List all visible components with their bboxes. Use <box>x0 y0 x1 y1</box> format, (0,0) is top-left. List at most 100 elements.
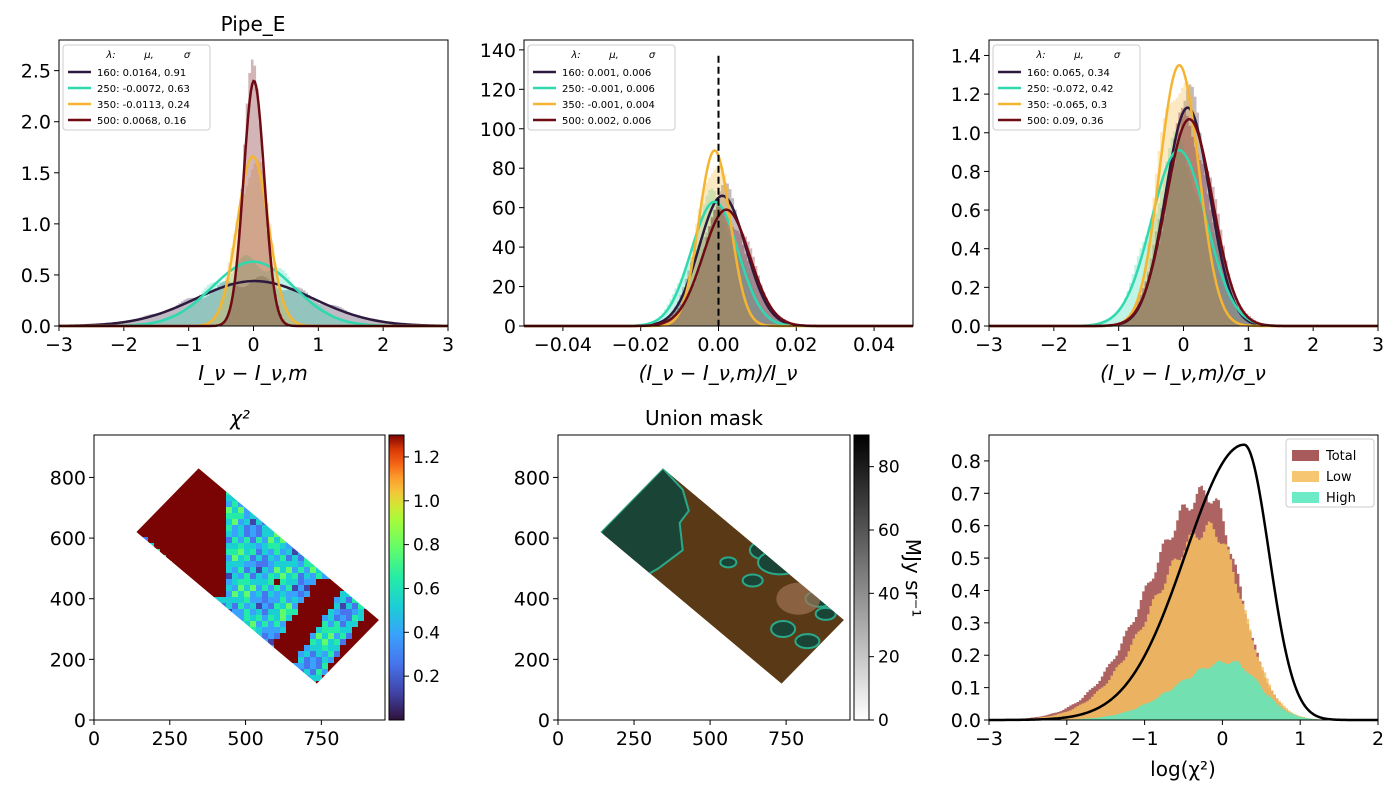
chi2-pixel <box>328 441 334 447</box>
histogram-low <box>989 521 1378 720</box>
chi2-pixel <box>202 597 208 603</box>
chi2-pixel <box>118 549 124 555</box>
chi2-pixel <box>112 519 118 525</box>
chi2-pixel <box>292 657 298 663</box>
chi2-pixel <box>328 471 334 477</box>
colorbar-gradient <box>853 434 870 721</box>
chi2-pixel <box>106 675 112 681</box>
chi2-pixel <box>214 531 220 537</box>
chi2-pixel <box>274 543 280 549</box>
chi2-pixel <box>304 537 310 543</box>
chi2-pixel <box>256 711 262 717</box>
chi2-pixel <box>172 477 178 483</box>
chi2-pixel <box>286 681 292 684</box>
chi2-pixel <box>220 699 226 705</box>
chi2-pixel <box>256 453 262 459</box>
fit-curve-1 <box>58 279 449 328</box>
chi2-pixel <box>226 453 232 459</box>
chi2-pixel <box>256 603 262 609</box>
chi2-pixel <box>238 681 244 684</box>
chi2-pixel <box>94 495 100 501</box>
chi2-pixel <box>184 669 190 675</box>
chi2-pixel <box>304 573 310 579</box>
chi2-pixel <box>298 597 304 603</box>
chi2-pixel <box>226 639 232 645</box>
chi2-pixel <box>376 579 379 585</box>
chi2-pixel <box>154 657 160 663</box>
chi2-pixel <box>244 489 250 495</box>
chi2-pixel <box>358 549 364 555</box>
chi2-pixel <box>286 621 292 627</box>
chi2-pixel <box>358 615 364 621</box>
chi2-pixel <box>322 597 328 603</box>
chi2-pixel <box>238 699 244 705</box>
chi2-pixel <box>208 453 214 459</box>
chi2-pixel <box>232 531 238 537</box>
chi2-pixel <box>106 555 112 561</box>
chi2-pixel <box>352 489 358 495</box>
chi2-pixel <box>340 693 346 699</box>
x-tick-label: −3 <box>45 334 73 356</box>
chi2-pixel <box>316 693 322 699</box>
chi2-pixel <box>310 519 316 525</box>
chi2-pixel <box>370 693 376 699</box>
chi2-pixel <box>190 537 196 543</box>
chi2-pixel <box>256 489 262 495</box>
chi2-pixel <box>226 561 232 567</box>
chi2-pixel <box>202 489 208 495</box>
chi2-pixel <box>100 615 106 621</box>
chi2-pixel <box>352 597 358 603</box>
colorbar-tick-label: 0.6 <box>413 579 440 599</box>
chi2-pixel <box>160 693 166 699</box>
chi2-pixel <box>112 645 118 651</box>
chi2-pixel <box>166 477 172 483</box>
chi2-pixel <box>310 609 316 615</box>
histogram-4 <box>989 107 1378 326</box>
chi2-pixel <box>304 693 310 699</box>
chi2-pixel <box>142 495 148 501</box>
chi2-pixel <box>322 699 328 705</box>
chi2-pixel <box>376 501 379 507</box>
chi2-pixel <box>196 639 202 645</box>
chi2-pixel <box>352 495 358 501</box>
chi2-pixel <box>124 615 130 621</box>
chi2-pixel <box>352 468 358 471</box>
chi2-pixel <box>304 681 310 684</box>
chi2-pixel <box>190 471 196 477</box>
chi2-pixel <box>304 591 310 597</box>
chi2-pixel <box>334 468 340 471</box>
chi2-pixel <box>220 627 226 633</box>
chi2-pixel <box>220 561 226 567</box>
chi2-pixel <box>112 633 118 639</box>
chi2-pixel <box>214 495 220 501</box>
legend-box <box>992 44 1141 131</box>
chi2-pixel <box>136 459 142 465</box>
chi2-pixel <box>130 681 136 687</box>
chi2-pixel <box>280 507 286 513</box>
chi2-pixel <box>106 615 112 621</box>
chi2-pixel <box>118 597 124 603</box>
chi2-pixel <box>106 585 112 591</box>
chi2-pixel <box>256 675 262 681</box>
chi2-pixel <box>154 447 160 453</box>
chi2-pixel <box>292 567 298 573</box>
chi2-pixel <box>310 699 316 705</box>
chi2-pixel <box>196 459 202 465</box>
chi2-pixel <box>334 603 340 609</box>
chi2-pixel <box>196 663 202 669</box>
chi2-pixel <box>106 651 112 657</box>
chi2-pixel <box>148 507 154 513</box>
chi2-pixel <box>322 471 328 477</box>
chi2-pixel <box>214 675 220 681</box>
chi2-pixel <box>328 591 334 597</box>
chi2-pixel <box>166 693 172 699</box>
chi2-pixel <box>226 471 232 477</box>
chi2-pixel <box>106 669 112 675</box>
chi2-pixel <box>370 609 376 615</box>
chi2-pixel <box>160 591 166 597</box>
chi2-pixel <box>304 525 310 531</box>
chi2-pixel <box>112 573 118 579</box>
chi2-pixel <box>196 633 202 639</box>
chi2-pixel <box>112 561 118 567</box>
chi2-pixel <box>184 513 190 519</box>
